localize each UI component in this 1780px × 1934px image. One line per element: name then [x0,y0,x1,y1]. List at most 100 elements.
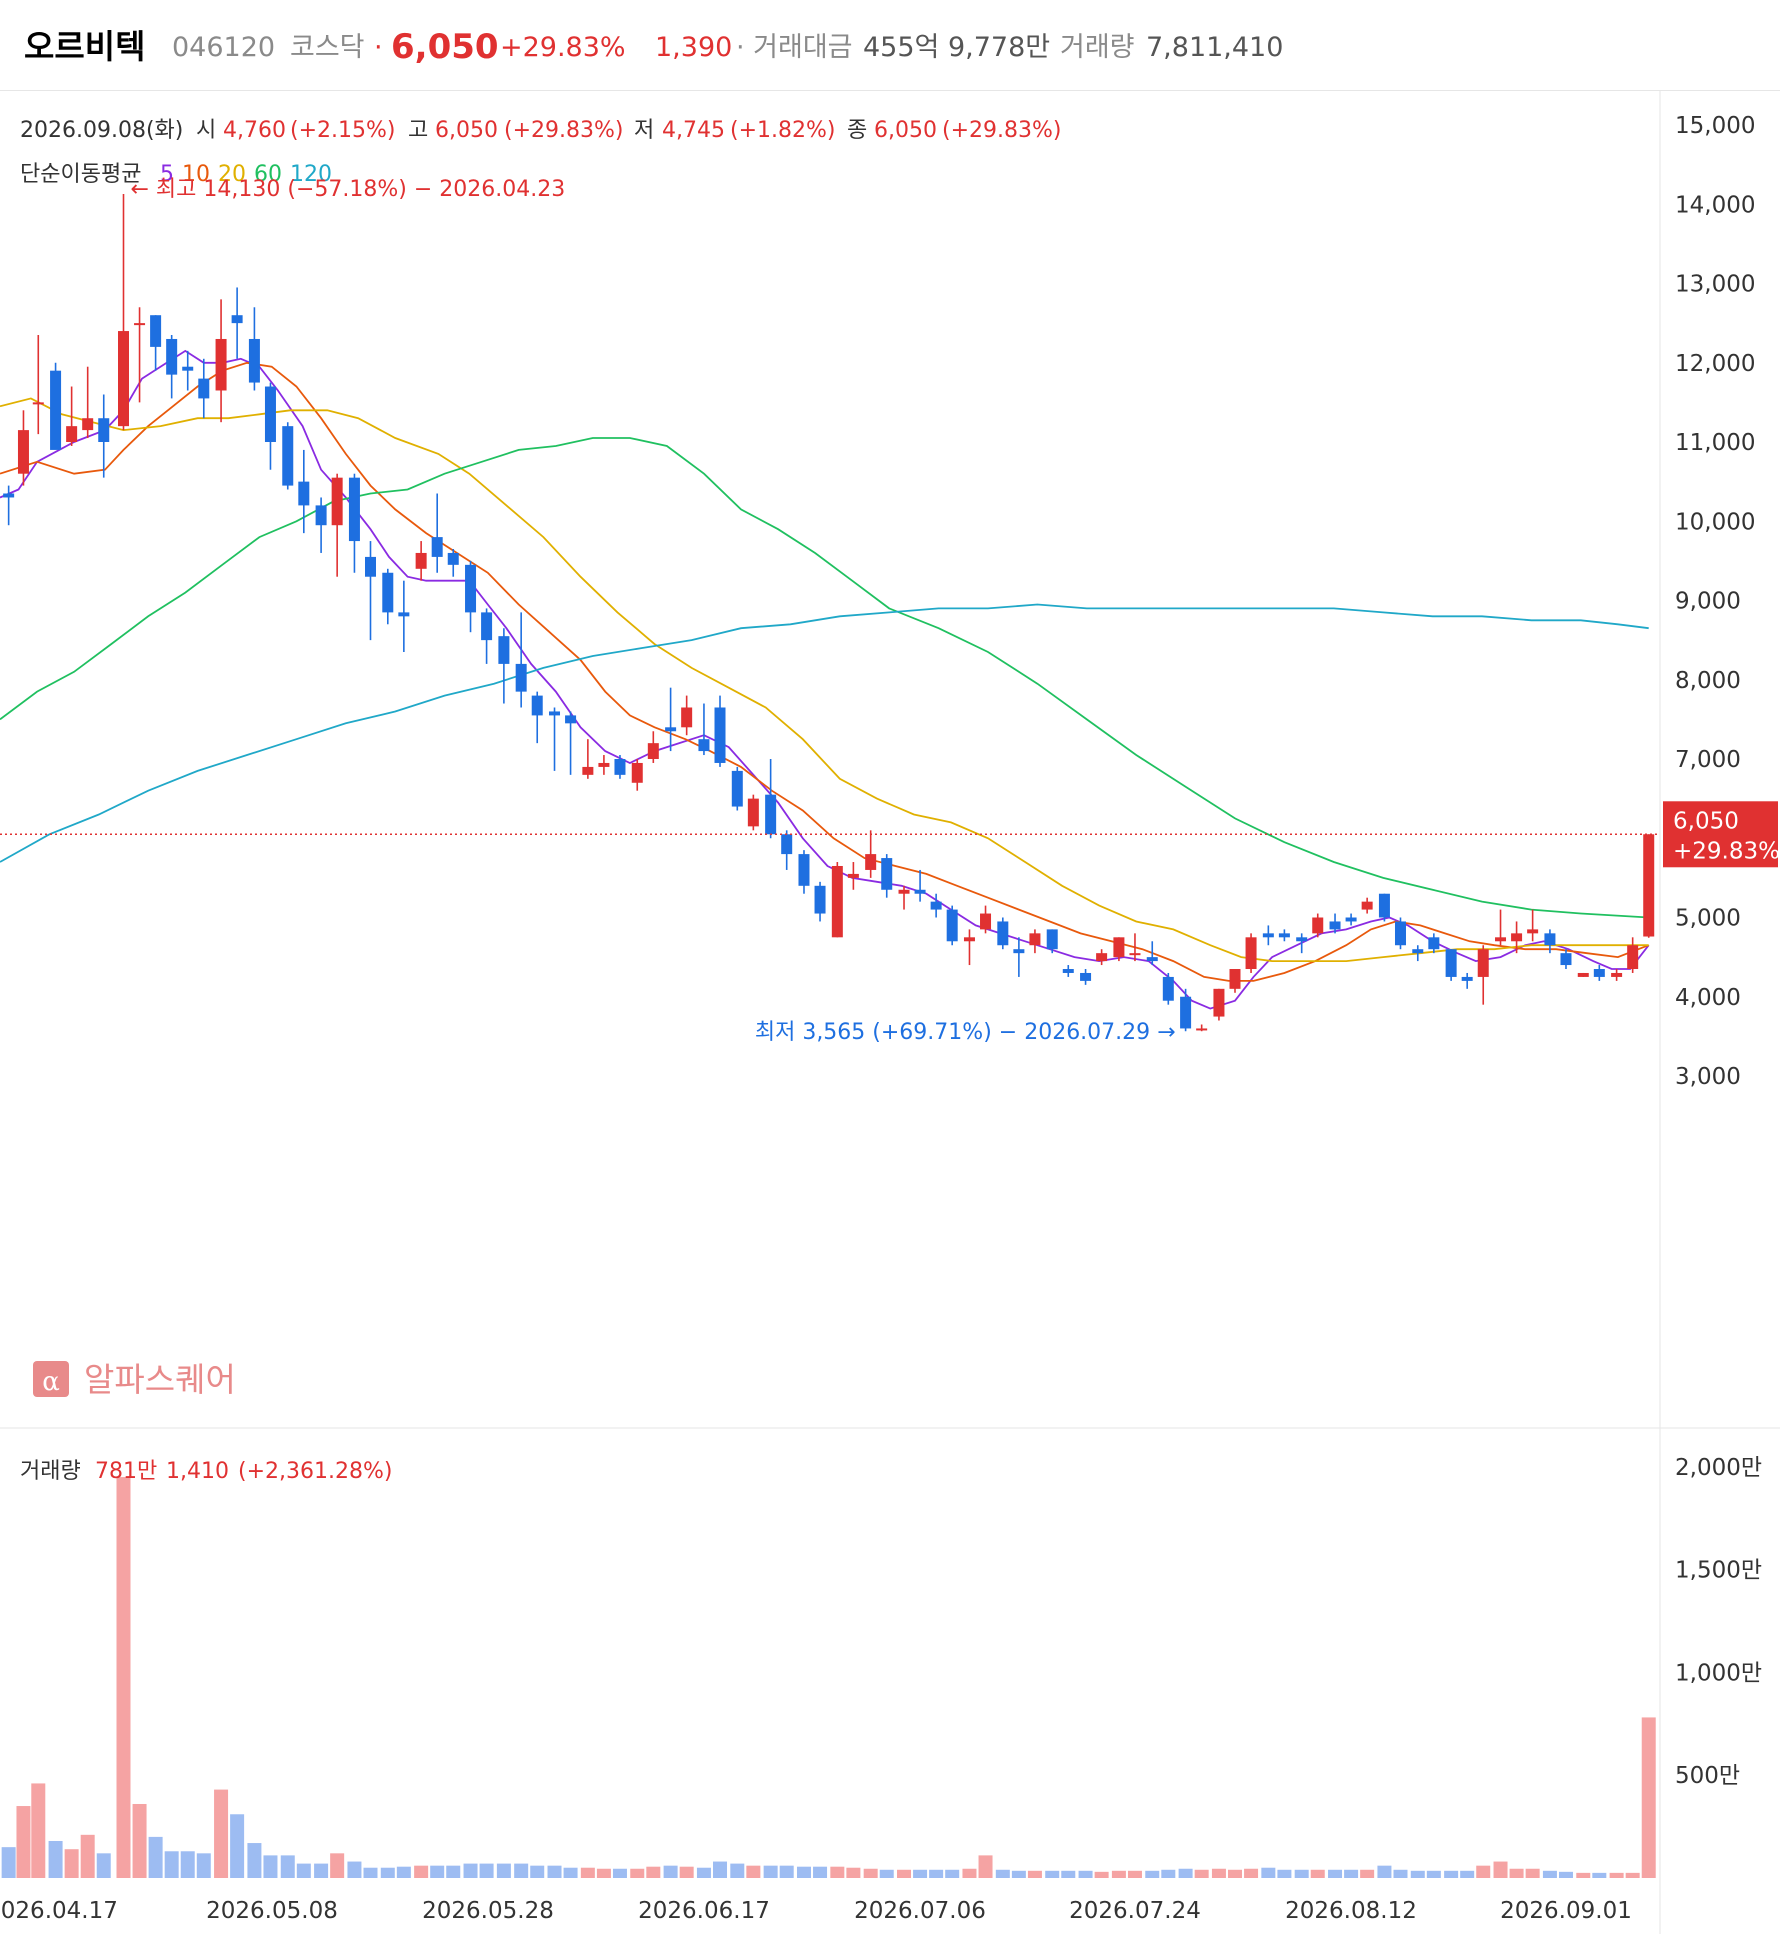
volume-bar [1344,1869,1359,1878]
candle-body [1080,972,1092,981]
volume-bar [1310,1869,1325,1878]
close-label: 종 [847,118,867,143]
candle [1643,834,1655,938]
ma5-legend[interactable]: 5 [160,162,174,187]
candle [1361,897,1373,914]
candle-body [50,370,62,450]
candle [565,711,577,775]
candle [865,830,877,878]
candle [1029,929,1041,954]
candle [1312,913,1324,938]
low-percent: (+1.82%) [730,118,836,143]
candle-body [264,386,276,442]
candle [747,794,759,831]
volume-bar [1011,1870,1026,1878]
candle [997,917,1009,950]
high-percent: (+29.83%) [504,118,624,143]
ma120-legend[interactable]: 120 [290,162,332,187]
candle [631,759,643,791]
candle [32,335,44,435]
candle-body [747,798,759,827]
volume-series [1,1477,1656,1878]
ohlc-date: 2026.09.08(화) [20,118,183,143]
candle [1495,909,1507,946]
candle [714,695,726,767]
alphasquare-watermark: α 알파스퀘어 [33,1360,236,1399]
high-label: 고 [408,118,428,143]
candle-body [1345,917,1357,922]
candle-body [465,564,477,613]
candle [398,580,410,653]
candle-body [565,715,577,724]
open-value: 4,760 [223,118,286,143]
candle [881,854,893,898]
volume-bar [630,1868,645,1878]
candle [1113,937,1125,962]
candle [1013,937,1025,977]
candle-body [798,854,810,886]
candle [1146,941,1158,966]
ma20-legend[interactable]: 20 [218,162,246,187]
candle-body [1428,937,1440,950]
volume-bar [1476,1865,1491,1878]
candle-body [831,865,843,938]
candle [847,862,859,890]
volume-legend-percent: (+2,361.28%) [238,1459,392,1484]
candle-body [1146,957,1158,962]
candle-body [198,378,210,399]
candle-body [1560,953,1572,966]
candle-body [98,418,110,442]
volume-bar [1045,1870,1060,1878]
candle-body [1062,969,1074,973]
volume-bar [479,1863,494,1878]
candle [1129,933,1141,962]
volume-bar [1576,1872,1591,1878]
candle [1428,933,1440,954]
ma-legend[interactable]: 단순이동평균 5 10 20 60 120 [20,162,332,187]
candle-body [498,636,510,664]
volume-bar [430,1865,445,1878]
candle-body [963,937,975,942]
price-tick-label: 11,000 [1675,430,1755,456]
candle [248,307,260,391]
candle-body [231,315,243,324]
candle-body [166,338,178,375]
volume-bar [148,1836,163,1878]
date-tick-label: 2026.07.06 [854,1898,986,1924]
volume-bar [846,1867,861,1878]
candle [1627,937,1639,973]
candle-body [348,477,360,542]
candle [264,382,276,470]
candle-body [814,885,826,914]
candle [549,707,561,771]
ma60-legend[interactable]: 60 [254,162,282,187]
price-tick-label: 15,000 [1675,113,1755,139]
candle [365,541,376,641]
volume-bar [363,1867,378,1878]
ma120-line [0,603,1649,863]
volume-bar [1393,1869,1408,1878]
date-axis: 2026.04.17 2026.05.08 2026.05.28 2026.06.17… [0,1898,1632,1924]
candle [298,449,310,534]
candle-body [1577,972,1589,977]
candle-body [631,762,643,783]
volume-bar [945,1869,960,1878]
candle-body [598,762,610,767]
volume-bar [263,1855,278,1878]
candle [3,485,15,526]
ma60-line [0,437,1649,919]
low-label: 저 [634,118,654,143]
candle [765,759,777,839]
volume-bar [863,1868,878,1878]
volume-legend-value: 781만 [95,1459,157,1484]
volume-bar [1194,1869,1209,1878]
volume-bar [1027,1870,1042,1878]
price-tick-label: 5,000 [1675,906,1741,932]
candle-body [1593,969,1605,977]
candle [980,905,992,934]
ma10-legend[interactable]: 10 [182,162,210,187]
volume-legend-extra: 1,410 [166,1459,229,1484]
candle-body [1627,945,1639,970]
volume-bar [646,1866,661,1878]
